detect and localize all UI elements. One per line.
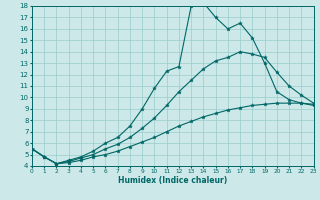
X-axis label: Humidex (Indice chaleur): Humidex (Indice chaleur) [118,176,228,185]
